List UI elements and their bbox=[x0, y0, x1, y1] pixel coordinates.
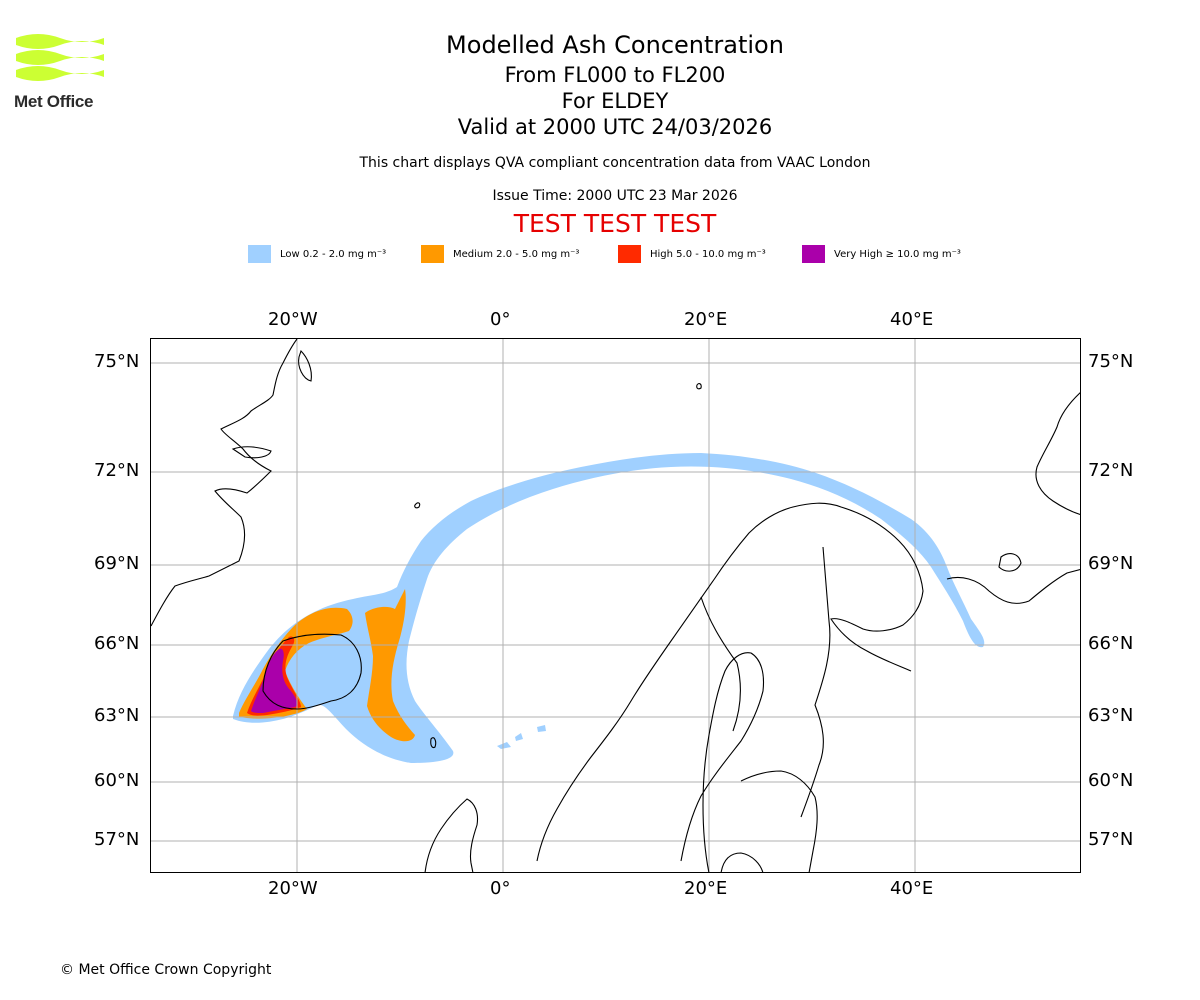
lat-label-right-57n: 57°N bbox=[1088, 829, 1134, 850]
legend-swatch-high bbox=[618, 245, 641, 263]
lon-label-top-0: 0° bbox=[490, 309, 511, 330]
met-office-wave-icon bbox=[16, 34, 104, 81]
lon-label-top-40e: 40°E bbox=[890, 309, 934, 330]
ash-concentration-map bbox=[150, 338, 1081, 873]
legend: Low 0.2 - 2.0 mg m⁻³ Medium 2.0 - 5.0 mg… bbox=[248, 244, 1008, 264]
legend-item-very-high: Very High ≥ 10.0 mg m⁻³ bbox=[802, 244, 961, 264]
legend-swatch-low bbox=[248, 245, 271, 263]
test-banner: TEST TEST TEST bbox=[513, 209, 717, 238]
lat-label-left-72n: 72°N bbox=[94, 460, 140, 481]
issue-time: Issue Time: 2000 UTC 23 Mar 2026 bbox=[492, 188, 738, 204]
legend-label-very-high: Very High ≥ 10.0 mg m⁻³ bbox=[834, 248, 961, 260]
volcano-name: For ELDEY bbox=[561, 89, 669, 113]
lat-label-right-63n: 63°N bbox=[1088, 705, 1134, 726]
map-canvas bbox=[151, 339, 1080, 872]
lat-label-left-60n: 60°N bbox=[94, 770, 140, 791]
lat-label-right-66n: 66°N bbox=[1088, 633, 1134, 654]
lon-label-top-20e: 20°E bbox=[684, 309, 728, 330]
lat-label-right-75n: 75°N bbox=[1088, 351, 1134, 372]
legend-label-low: Low 0.2 - 2.0 mg m⁻³ bbox=[280, 248, 387, 260]
lon-label-top-20w: 20°W bbox=[268, 309, 318, 330]
map-gridlines bbox=[151, 339, 1080, 872]
lat-label-left-69n: 69°N bbox=[94, 553, 140, 574]
ash-very-high-region bbox=[251, 648, 298, 713]
lat-label-left-63n: 63°N bbox=[94, 705, 140, 726]
copyright-notice: © Met Office Crown Copyright bbox=[60, 962, 272, 978]
lat-label-right-69n: 69°N bbox=[1088, 553, 1134, 574]
logo-text: Met Office bbox=[14, 92, 94, 111]
lat-label-left-75n: 75°N bbox=[94, 351, 140, 372]
legend-item-low: Low 0.2 - 2.0 mg m⁻³ bbox=[248, 244, 386, 264]
valid-time: Valid at 2000 UTC 24/03/2026 bbox=[457, 115, 773, 139]
lat-label-right-60n: 60°N bbox=[1088, 770, 1134, 791]
chart-header: Modelled Ash Concentration From FL000 to… bbox=[315, 30, 915, 239]
met-office-logo: Met Office bbox=[14, 30, 106, 112]
lon-label-bottom-0: 0° bbox=[490, 878, 511, 899]
legend-item-medium: Medium 2.0 - 5.0 mg m⁻³ bbox=[421, 244, 579, 264]
legend-label-medium: Medium 2.0 - 5.0 mg m⁻³ bbox=[453, 248, 580, 260]
lat-label-right-72n: 72°N bbox=[1088, 460, 1134, 481]
coastlines bbox=[151, 339, 1080, 872]
lon-label-bottom-40e: 40°E bbox=[890, 878, 934, 899]
chart-description: This chart displays QVA compliant concen… bbox=[359, 155, 871, 171]
legend-label-high: High 5.0 - 10.0 mg m⁻³ bbox=[650, 248, 766, 260]
lon-label-bottom-20w: 20°W bbox=[268, 878, 318, 899]
lat-label-left-57n: 57°N bbox=[94, 829, 140, 850]
legend-item-high: High 5.0 - 10.0 mg m⁻³ bbox=[618, 244, 766, 264]
chart-title: Modelled Ash Concentration bbox=[446, 31, 784, 59]
legend-swatch-medium bbox=[421, 245, 444, 263]
flight-levels: From FL000 to FL200 bbox=[504, 63, 726, 87]
lat-label-left-66n: 66°N bbox=[94, 633, 140, 654]
legend-swatch-very-high bbox=[802, 245, 825, 263]
lon-label-bottom-20e: 20°E bbox=[684, 878, 728, 899]
